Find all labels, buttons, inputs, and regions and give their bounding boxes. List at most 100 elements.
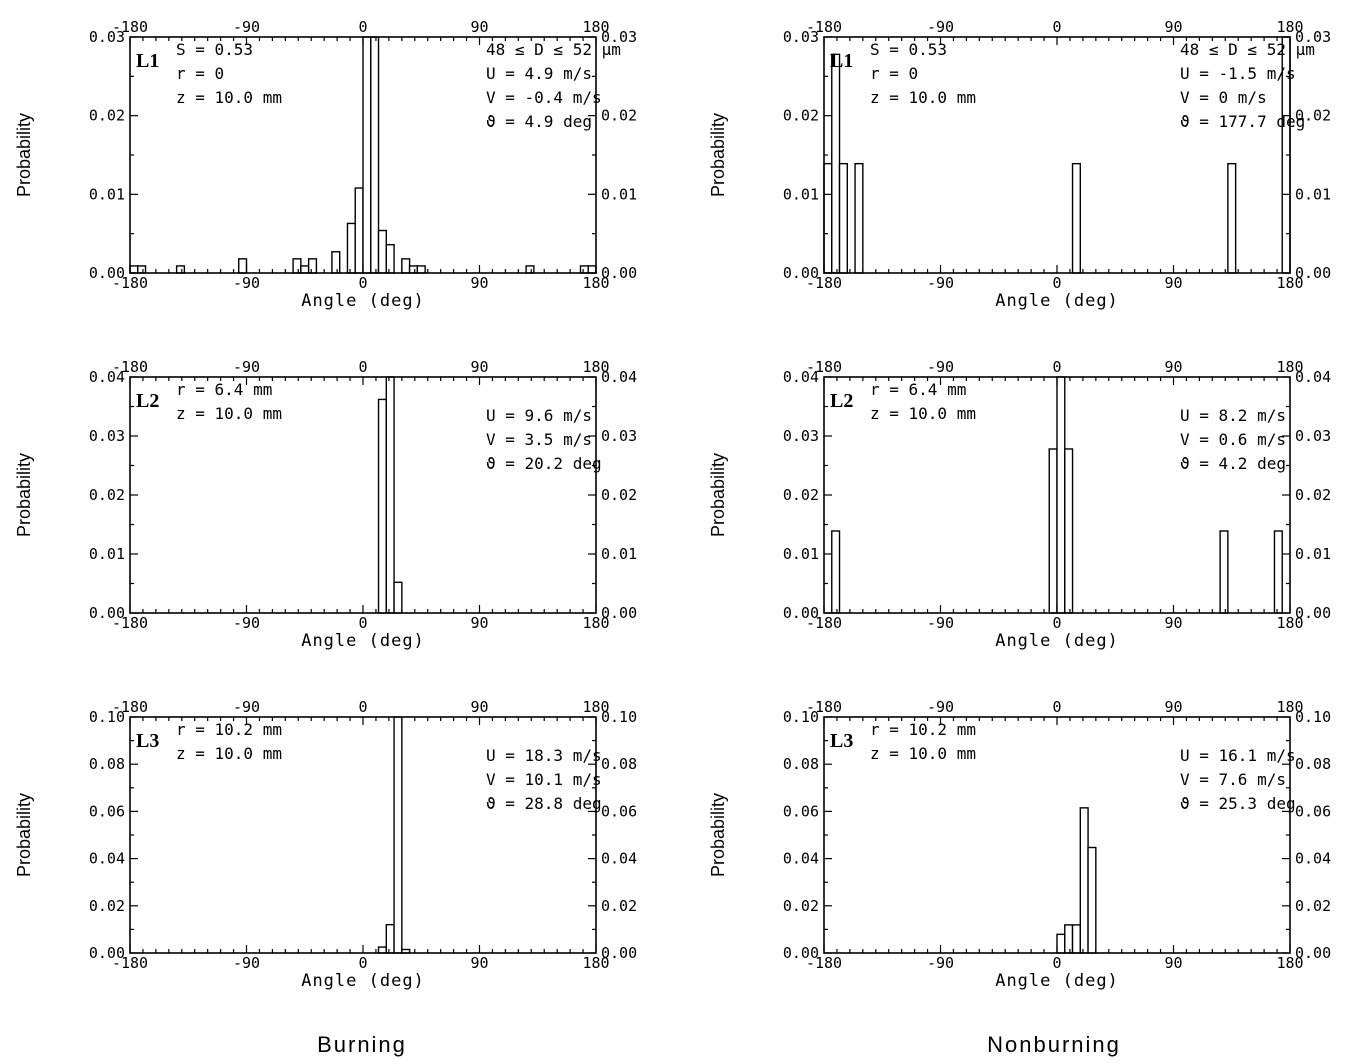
histogram-bar: [1056, 933, 1066, 954]
y-tick-label-right: 0.02: [1295, 897, 1331, 915]
x-tick-label-bottom: -180: [112, 614, 148, 632]
histogram-bar: [1064, 924, 1074, 954]
histogram-bar: [377, 398, 387, 614]
y-axis-label: Probability: [14, 113, 34, 197]
right-annotation: U = 4.9 m/s: [486, 64, 592, 83]
x-tick-label-bottom: -180: [806, 274, 842, 292]
column-title-nonburning: Nonburning: [987, 1032, 1121, 1057]
y-tick-label-right: 0.08: [1295, 755, 1331, 773]
histogram-bar: [1079, 807, 1089, 954]
x-tick-label-bottom: 90: [1164, 614, 1182, 632]
right-annotation: U = 8.2 m/s: [1180, 406, 1286, 425]
left-annotation: z = 10.0 mm: [870, 404, 976, 423]
y-tick-label-right: 0.00: [1295, 604, 1331, 622]
y-tick-label-right: 0.01: [601, 545, 637, 563]
histogram-bar: [354, 187, 364, 274]
y-tick-label-left: 0.03: [783, 28, 819, 46]
x-tick-label-top: -90: [233, 18, 260, 36]
x-axis-label: Angle (deg): [995, 291, 1119, 311]
histogram-bar: [362, 36, 372, 274]
x-tick-label-top: -90: [233, 698, 260, 716]
y-tick-label-left: 0.10: [89, 708, 125, 726]
right-annotation: V = -0.4 m/s: [486, 88, 602, 107]
left-annotation: z = 10.0 mm: [176, 744, 282, 763]
right-annotation: V = 0 m/s: [1180, 88, 1267, 107]
histogram-bar: [408, 265, 419, 274]
y-tick-label-left: 0.02: [89, 107, 125, 125]
y-tick-label-left: 0.04: [783, 850, 819, 868]
left-annotation: r = 10.2 mm: [870, 720, 976, 739]
x-tick-label-bottom: 90: [470, 274, 488, 292]
y-axis-label: Probability: [708, 453, 728, 537]
x-tick-label-bottom: -90: [233, 274, 260, 292]
histogram-bar: [331, 251, 341, 274]
histogram-bar: [401, 258, 411, 274]
histogram-bar: [385, 376, 395, 614]
x-tick-label-bottom: -180: [806, 954, 842, 972]
y-tick-label-right: 0.03: [1295, 427, 1331, 445]
histogram-bar: [838, 162, 848, 274]
histogram-bar: [1227, 162, 1237, 274]
right-annotation: ϑ = 4.9 deg: [486, 112, 592, 131]
histogram-bar: [1273, 530, 1283, 614]
x-axis-label: Angle (deg): [301, 631, 425, 651]
histogram-bar: [307, 258, 318, 274]
y-tick-label-right: 0.00: [601, 944, 637, 962]
y-tick-label-right: 0.04: [1295, 850, 1331, 868]
right-annotation: U = -1.5 m/s: [1180, 64, 1296, 83]
x-tick-label-bottom: 0: [358, 274, 367, 292]
x-tick-label-bottom: -90: [233, 954, 260, 972]
x-tick-label-top: -90: [927, 18, 954, 36]
x-tick-label-top: 90: [1164, 698, 1182, 716]
y-tick-label-left: 0.00: [89, 604, 125, 622]
y-tick-label-right: 0.03: [1295, 28, 1331, 46]
y-tick-label-left: 0.03: [89, 28, 125, 46]
y-tick-label-left: 0.04: [89, 850, 125, 868]
left-annotation: z = 10.0 mm: [870, 744, 976, 763]
x-tick-label-top: 0: [1052, 698, 1061, 716]
y-tick-label-right: 0.04: [1295, 368, 1331, 386]
histogram-bar: [300, 265, 310, 274]
x-tick-label-bottom: 90: [470, 954, 488, 972]
left-annotation: r = 0: [870, 64, 918, 83]
histogram-bar: [175, 265, 186, 274]
x-tick-label-top: -180: [806, 358, 842, 376]
histogram-bar: [525, 265, 535, 274]
histogram-bar: [579, 265, 589, 274]
left-annotation: r = 6.4 mm: [870, 380, 966, 399]
y-tick-label-right: 0.01: [1295, 185, 1331, 203]
y-axis-label: Probability: [14, 453, 34, 537]
x-axis-label: Angle (deg): [995, 631, 1119, 651]
histogram-bar: [1048, 448, 1058, 614]
histogram-bar: [1056, 376, 1066, 614]
y-tick-label-left: 0.00: [89, 264, 125, 282]
x-tick-label-top: -180: [112, 18, 148, 36]
y-tick-label-left: 0.00: [89, 944, 125, 962]
y-tick-label-right: 0.00: [1295, 944, 1331, 962]
right-annotation: V = 10.1 m/s: [486, 770, 602, 789]
right-annotation: 48 ≤ D ≤ 52 μm: [1180, 40, 1315, 59]
y-tick-label-right: 0.01: [601, 185, 637, 203]
x-tick-label-top: 90: [470, 18, 488, 36]
right-annotation: ϑ = 177.7 deg: [1180, 112, 1305, 131]
histogram-bar: [1064, 448, 1074, 614]
x-tick-label-top: -180: [806, 698, 842, 716]
x-tick-label-top: 180: [582, 18, 609, 36]
x-tick-label-bottom: 0: [358, 954, 367, 972]
y-tick-label-right: 0.04: [601, 368, 637, 386]
y-tick-label-right: 0.08: [601, 755, 637, 773]
histogram-bar: [831, 53, 841, 274]
y-tick-label-left: 0.00: [783, 944, 819, 962]
y-tick-label-right: 0.00: [601, 604, 637, 622]
x-tick-label-top: 90: [1164, 18, 1182, 36]
y-tick-label-left: 0.06: [89, 802, 125, 820]
y-tick-label-left: 0.08: [783, 755, 819, 773]
x-tick-label-top: -180: [112, 698, 148, 716]
y-tick-label-left: 0.00: [783, 264, 819, 282]
x-tick-label-top: 90: [1164, 358, 1182, 376]
histogram-bar: [823, 162, 833, 274]
left-annotation: z = 10.0 mm: [870, 88, 976, 107]
